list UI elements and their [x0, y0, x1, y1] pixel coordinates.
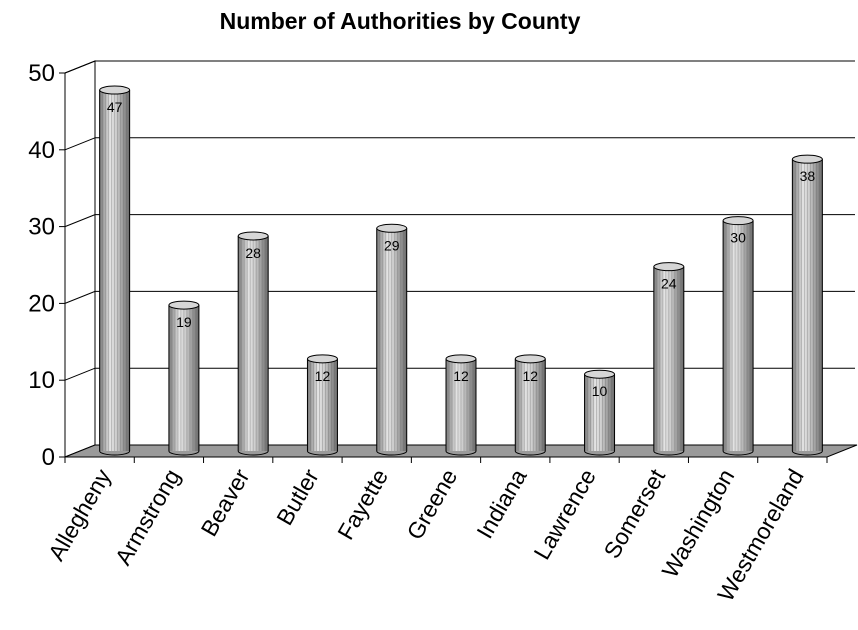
x-tick-label: Allegheny: [43, 464, 116, 565]
bar: [653, 262, 685, 456]
y-tick-label: 50: [28, 60, 55, 87]
bar-body: [238, 235, 269, 451]
bar-base: [653, 450, 685, 456]
x-tick-label: Fayette: [332, 465, 393, 544]
bar-top: [584, 369, 616, 379]
bar: [722, 216, 754, 456]
bar-top: [514, 354, 546, 364]
x-tick-label: Lawrence: [528, 465, 600, 564]
bar-base: [791, 450, 823, 456]
bar-body: [446, 358, 476, 451]
side-wall: [64, 60, 96, 458]
bar-base: [445, 450, 477, 456]
x-tick-label: Beaver: [196, 464, 255, 540]
bar-base: [584, 450, 616, 456]
x-tick-label: Armstrong: [110, 465, 186, 570]
chart-title: Number of Authorities by County: [219, 8, 581, 34]
bar-top: [791, 154, 823, 164]
data-label: 28: [245, 245, 261, 261]
gridline-side: [64, 214, 96, 228]
bar-base: [168, 450, 200, 456]
data-label: 12: [453, 368, 469, 384]
y-tick-label: 20: [28, 290, 55, 317]
bar-top: [99, 85, 131, 95]
bar-body: [168, 305, 199, 451]
data-label: 29: [384, 237, 400, 253]
bar: [584, 369, 616, 456]
gridline-side: [64, 137, 96, 151]
y-tick-label: 10: [28, 367, 55, 394]
bar-body: [723, 220, 754, 451]
bar: [99, 85, 131, 456]
bar-top: [376, 223, 408, 233]
bar-base: [237, 450, 269, 456]
bar-base: [514, 450, 546, 456]
bar-top: [653, 262, 685, 272]
data-label: 12: [522, 368, 538, 384]
bar-body: [584, 374, 615, 451]
y-tick-label: 0: [42, 444, 55, 471]
bar: [376, 223, 408, 456]
data-label: 12: [315, 368, 331, 384]
bar-base: [722, 450, 754, 456]
y-tick-label: 30: [28, 214, 55, 241]
bar: [237, 231, 269, 456]
bar-body: [99, 90, 130, 451]
bar-body: [653, 266, 684, 451]
x-tick-label: Somerset: [598, 464, 670, 563]
bar-body: [515, 358, 546, 451]
data-label: 10: [592, 383, 608, 399]
bar-top: [445, 354, 477, 364]
bar-body: [307, 358, 338, 451]
data-label: 47: [107, 99, 123, 115]
bar-base: [376, 450, 408, 456]
x-tick-label: Indiana: [471, 464, 531, 543]
bar: [168, 300, 200, 456]
data-label: 24: [661, 276, 677, 292]
data-label: 19: [176, 314, 192, 330]
bar-top: [168, 300, 200, 310]
bar: [791, 154, 823, 456]
bar-top: [237, 231, 269, 241]
bar-top: [722, 216, 754, 226]
bar: [445, 354, 477, 456]
y-tick-label: 40: [28, 137, 55, 164]
gridline-side: [64, 290, 96, 304]
x-tick-label: Butler: [271, 464, 324, 529]
x-tick-label: Washington: [657, 465, 740, 582]
x-tick-label: Greene: [401, 465, 462, 544]
bar: [306, 354, 338, 456]
bar-body: [792, 159, 823, 451]
bar-base: [99, 450, 131, 456]
gridline-side: [64, 60, 96, 74]
data-label: 30: [730, 230, 746, 246]
bar-body: [376, 228, 407, 451]
bar-base: [306, 450, 338, 456]
data-label: 38: [800, 168, 816, 184]
gridline-side: [64, 367, 96, 381]
bar: [514, 354, 546, 456]
bar-top: [306, 354, 338, 364]
